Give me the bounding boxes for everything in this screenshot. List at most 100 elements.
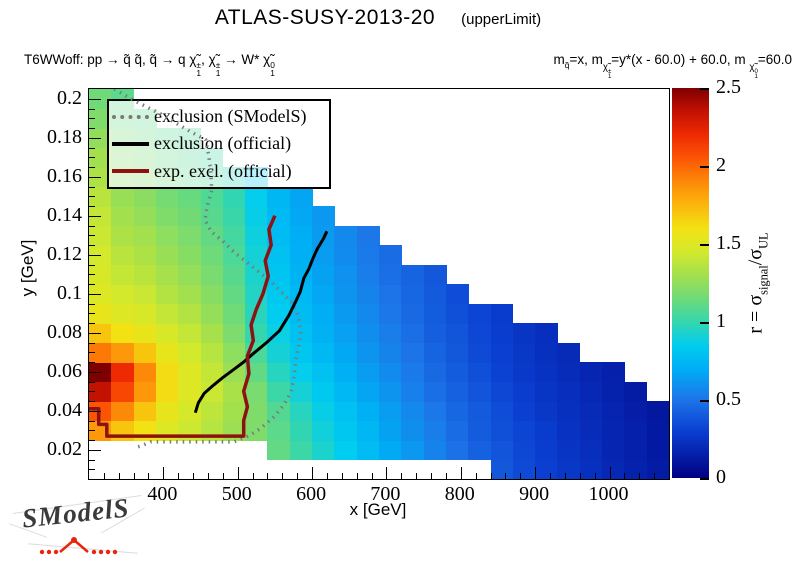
- solid-line-swatch: [112, 169, 149, 174]
- heatmap-cell: [245, 323, 269, 344]
- heatmap-cell: [334, 245, 358, 266]
- heatmap-cell: [200, 420, 224, 441]
- heatmap-cell: [200, 362, 224, 383]
- heatmap-cell: [178, 186, 202, 207]
- legend-label: exclusion (SModelS): [154, 106, 307, 127]
- y-tick-label: 0.18: [47, 125, 82, 148]
- heatmap-cell: [334, 323, 358, 344]
- heatmap-cell: [133, 303, 157, 324]
- heatmap-cell: [334, 264, 358, 285]
- heatmap-cell: [356, 303, 380, 324]
- heatmap-cell: [490, 420, 514, 441]
- y-minor-tick: [89, 118, 95, 120]
- legend-label: exclusion (official): [154, 133, 292, 154]
- heatmap-cell: [512, 381, 536, 402]
- y-minor-tick: [89, 196, 95, 198]
- heatmap-cell: [512, 323, 536, 344]
- y-major-tick: [89, 293, 101, 295]
- heatmap-cell: [245, 264, 269, 285]
- y-minor-tick: [89, 313, 95, 315]
- heatmap-cell: [356, 401, 380, 422]
- heatmap-cell: [512, 440, 536, 461]
- colorbar-tick-label: 0.5: [716, 388, 741, 410]
- y-minor-tick: [89, 459, 95, 461]
- heatmap-cell: [356, 420, 380, 441]
- heatmap-cell: [222, 225, 246, 246]
- x-tick-label: 600: [296, 483, 327, 505]
- heatmap-cell: [379, 440, 402, 461]
- solid-line-swatch: [112, 141, 149, 146]
- heatmap-cell: [267, 381, 291, 402]
- heatmap-cell: [289, 420, 313, 441]
- y-axis-title: y [GeV]: [18, 239, 37, 297]
- y-minor-tick: [89, 469, 95, 471]
- x-major-tick: [237, 467, 239, 479]
- heatmap-cell: [312, 420, 335, 441]
- heatmap-cell: [200, 206, 224, 227]
- heatmap-cell: [289, 206, 313, 227]
- heatmap-cell: [155, 303, 179, 324]
- heatmap-cell: [267, 323, 291, 344]
- heatmap-cell: [312, 225, 335, 246]
- heatmap-cell: [401, 420, 425, 441]
- heatmap-cell: [155, 186, 179, 207]
- x-minor-tick: [371, 473, 373, 479]
- x-minor-tick: [475, 473, 477, 479]
- colorbar-tick-label: 0: [716, 466, 726, 488]
- heatmap-cell: [245, 381, 269, 402]
- heatmap-cell: [356, 323, 380, 344]
- y-minor-tick: [89, 225, 95, 227]
- y-major-tick: [89, 137, 101, 139]
- heatmap-cell: [423, 284, 447, 305]
- x-minor-tick: [326, 473, 328, 479]
- y-minor-tick: [89, 147, 95, 149]
- heatmap-cell: [401, 362, 425, 383]
- heatmap-cell: [334, 401, 358, 422]
- heatmap-cell: [155, 381, 179, 402]
- colorbar-tick: [700, 166, 709, 168]
- heatmap-cell: [512, 401, 536, 422]
- heatmap-cell: [111, 323, 135, 344]
- heatmap-cell: [379, 303, 402, 324]
- heatmap-cell: [111, 245, 135, 266]
- heatmap-cell: [155, 362, 179, 383]
- heatmap-cell: [602, 440, 625, 461]
- heatmap-cell: [200, 186, 224, 207]
- y-minor-tick: [89, 284, 95, 285]
- heatmap-cell: [423, 303, 447, 324]
- heatmap-cell: [468, 323, 492, 344]
- y-minor-tick: [89, 157, 95, 159]
- heatmap-cell: [602, 381, 625, 402]
- heatmap-cell: [312, 284, 335, 305]
- heatmap-cell: [222, 420, 246, 441]
- heatmap-cell: [289, 264, 313, 285]
- heatmap-cell: [535, 323, 559, 344]
- x-axis-title: x [GeV]: [349, 500, 407, 519]
- mass-parameterization: mq̃=x, mχ̃ ±1 =y*(x - 60.0) + 60.0, m χ̃ 0 1…: [553, 52, 792, 81]
- heatmap-cell: [535, 420, 559, 441]
- heatmap-cell: [200, 264, 224, 285]
- heatmap-cell: [267, 186, 291, 207]
- heatmap-cell: [490, 303, 514, 324]
- heatmap-cell: [512, 459, 536, 479]
- heatmap-cell: [490, 362, 514, 383]
- heatmap-cell: [222, 381, 246, 402]
- dotted-line-swatch: [112, 114, 149, 119]
- heatmap-cell: [222, 303, 246, 324]
- y-tick-label: 0.16: [47, 164, 82, 187]
- heatmap-cell: [111, 206, 135, 227]
- x-minor-tick: [193, 473, 195, 479]
- heatmap-cell: [200, 245, 224, 266]
- y-minor-tick: [89, 323, 95, 324]
- heatmap-cell: [423, 342, 447, 363]
- heatmap-cell: [602, 401, 625, 422]
- heatmap-cell: [289, 245, 313, 266]
- heatmap-cell: [535, 459, 559, 479]
- heatmap-cell: [245, 284, 269, 305]
- heatmap-cell: [111, 186, 135, 207]
- heatmap-cell: [468, 401, 492, 422]
- heatmap-cell: [535, 362, 559, 383]
- heatmap-cell: [334, 440, 358, 461]
- heatmap-cell: [646, 459, 669, 479]
- heatmap-cell: [579, 401, 603, 422]
